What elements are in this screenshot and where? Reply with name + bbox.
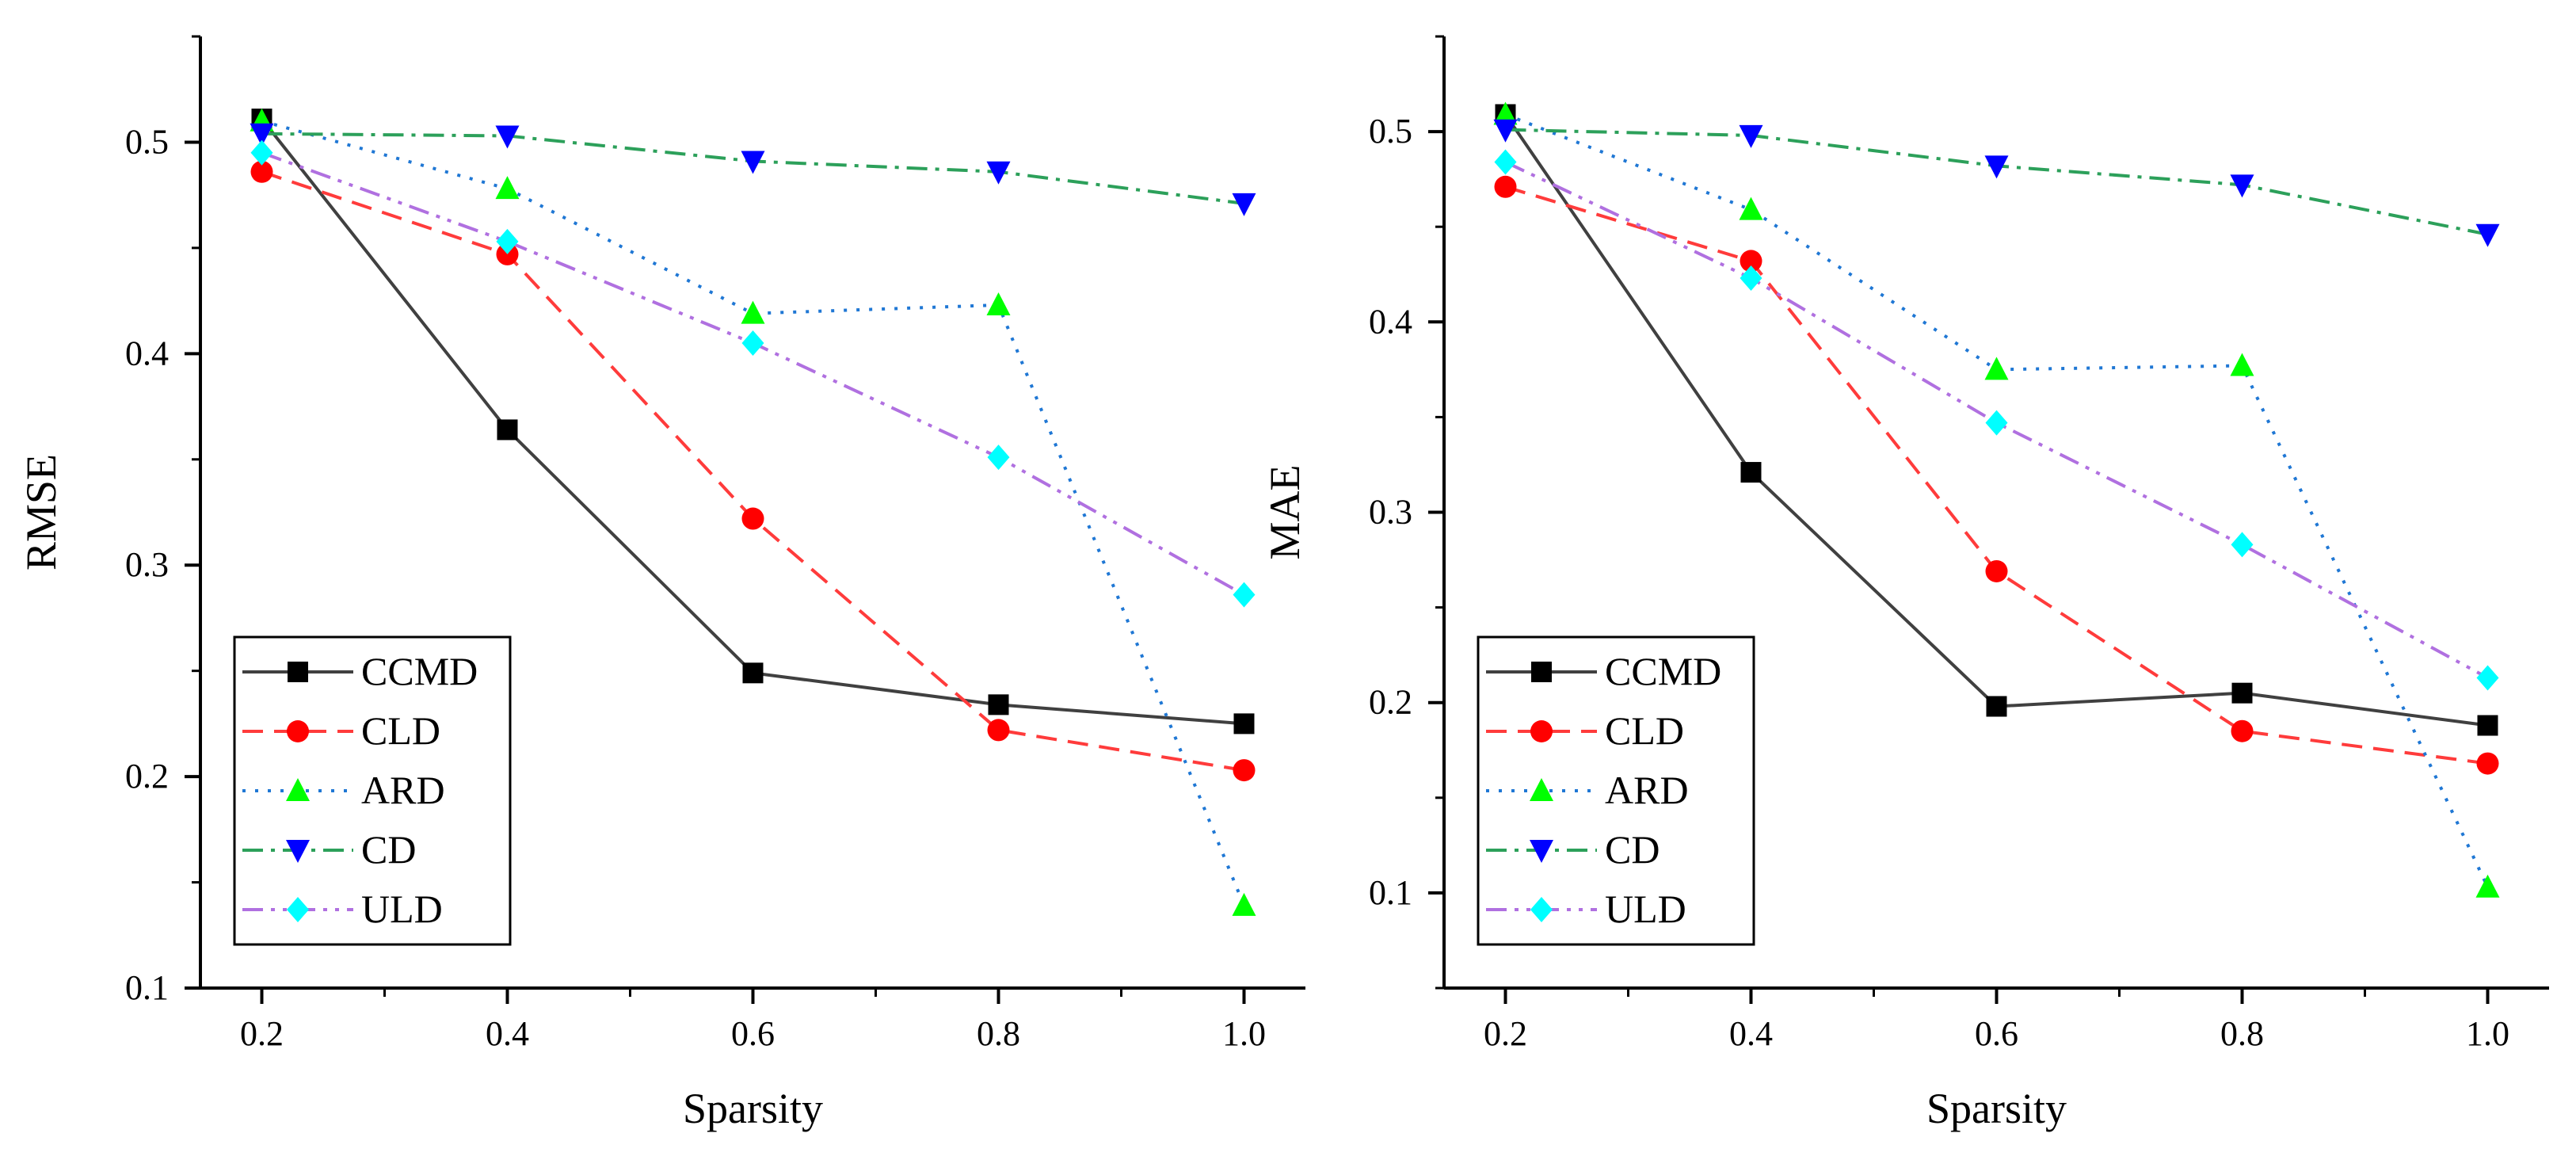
mae-cld-point: [1494, 175, 1517, 198]
mae-cld-point: [1740, 250, 1762, 273]
rmse-ard-point: [986, 292, 1011, 315]
rmse-cd-point: [741, 151, 765, 174]
mae-ccmd-point: [1740, 462, 1762, 483]
mae-y-tick-label: 0.1: [1369, 873, 1412, 912]
rmse-x-tick-label: 0.6: [731, 1014, 775, 1053]
rmse-legend-uld-marker: [287, 897, 309, 922]
rmse-legend-cld-marker: [287, 720, 309, 742]
mae-y-tick-label: 0.4: [1369, 302, 1412, 341]
mae-uld-point: [2231, 532, 2254, 558]
mae-uld-point: [1494, 149, 1517, 175]
mae-cd-point: [1739, 124, 1763, 148]
mae-x-tick-label: 0.2: [1484, 1014, 1527, 1053]
mae-ard-point: [1739, 197, 1763, 220]
mae-cld-point: [2476, 752, 2499, 775]
rmse-legend-cd-marker: [286, 840, 310, 863]
mae-ard-point: [1984, 357, 2009, 380]
mae-cd-point: [1493, 119, 1518, 143]
mae-y-tick-label: 0.2: [1369, 683, 1412, 722]
rmse-cd-point: [250, 123, 274, 147]
mae-ard-point: [1493, 101, 1518, 125]
rmse-legend-ard-marker: [286, 778, 310, 801]
rmse-legend-cd-label: CD: [361, 827, 416, 872]
rmse-cd-point: [495, 125, 520, 149]
mae-legend-uld-marker: [1530, 897, 1553, 922]
mae-y-tick-label: 0.3: [1369, 493, 1412, 532]
mae-legend-cd-marker: [1530, 840, 1553, 863]
mae-legend-ard-label: ARD: [1605, 768, 1689, 812]
rmse-x-tick-label: 0.8: [977, 1014, 1020, 1053]
mae-chart-panel: 0.1 0.2 0.3 0.4 0.5 0.2 0.4 0.6 0.8 1.0 Sparsity MA…: [1261, 35, 2549, 1132]
mae-ard-point: [2230, 353, 2254, 376]
mae-x-tick-label: 1.0: [2466, 1014, 2509, 1053]
rmse-ccmd-point: [1233, 713, 1255, 735]
mae-uld-point: [2476, 665, 2499, 691]
rmse-y-tick-label: 0.1: [125, 968, 169, 1007]
rmse-y-tick-label: 0.5: [125, 122, 169, 161]
rmse-ccmd-point: [988, 694, 1009, 715]
rmse-ccmd-point: [497, 419, 518, 441]
rmse-y-tick-label: 0.3: [125, 545, 169, 584]
mae-x-tick-label: 0.6: [1975, 1014, 2018, 1053]
mae-cld-point: [1985, 559, 2008, 582]
mae-ccmd-point: [2231, 682, 2253, 704]
mae-uld-point: [1740, 265, 1762, 292]
mae-cd-point: [2475, 223, 2500, 247]
rmse-legend-cld-label: CLD: [361, 708, 440, 753]
mae-uld-point: [1985, 410, 2008, 436]
rmse-cld-point: [987, 719, 1010, 742]
mae-x-tick-label: 0.4: [1729, 1014, 1773, 1053]
rmse-legend-ccmd-label: CCMD: [361, 649, 478, 693]
rmse-legend-uld-label: ULD: [361, 887, 443, 931]
mae-cd-point: [1984, 155, 2009, 179]
rmse-cld-point: [1233, 759, 1256, 782]
mae-legend-cld-marker: [1530, 720, 1553, 742]
mae-x-axis-title: Sparsity: [1926, 1085, 2067, 1132]
rmse-uld-point: [741, 330, 764, 356]
rmse-ard-point: [495, 176, 520, 200]
rmse-legend-ard-label: ARD: [361, 768, 445, 812]
rmse-chart-panel: 0.1 0.2 0.3 0.4 0.5 0.2 0.4 0.6 0.8 1.0 Sparsity RM…: [17, 35, 1305, 1132]
mae-legend-cld-label: CLD: [1605, 708, 1684, 753]
mae-ccmd-point: [2477, 715, 2498, 736]
rmse-cd-point: [1232, 193, 1256, 216]
rmse-ard-point: [1232, 892, 1256, 916]
rmse-cld-point: [741, 507, 764, 530]
rmse-y-axis-title: RMSE: [17, 454, 65, 570]
rmse-uld-point: [250, 139, 273, 166]
rmse-y-tick-label: 0.4: [125, 334, 169, 372]
rmse-cld-point: [250, 160, 273, 183]
mae-legend-ard-marker: [1530, 778, 1553, 801]
mae-y-axis-title: MAE: [1261, 465, 1309, 560]
rmse-ard-point: [741, 300, 765, 324]
mae-cld-point: [2231, 719, 2254, 742]
mae-y-tick-label: 0.5: [1369, 112, 1412, 151]
mae-legend-ccmd-label: CCMD: [1605, 649, 1721, 693]
mae-ccmd-point: [1986, 696, 2007, 717]
mae-ard-point: [2475, 874, 2500, 898]
rmse-x-axis-title: Sparsity: [683, 1085, 823, 1132]
rmse-uld-point: [496, 228, 519, 254]
rmse-x-tick-label: 0.2: [240, 1014, 284, 1053]
mae-x-tick-label: 0.8: [2220, 1014, 2264, 1053]
rmse-cd-point: [986, 161, 1011, 185]
rmse-uld-point: [1233, 582, 1256, 608]
rmse-cld-point: [496, 242, 519, 265]
rmse-y-tick-label: 0.2: [125, 757, 169, 796]
rmse-x-tick-label: 0.4: [486, 1014, 529, 1053]
rmse-legend-ccmd-marker: [288, 662, 308, 682]
rmse-ccmd-point: [742, 662, 764, 684]
mae-cd-point: [2230, 174, 2254, 198]
mae-legend-uld-label: ULD: [1605, 887, 1686, 931]
mae-legend-ccmd-marker: [1531, 662, 1552, 682]
mae-legend-cd-label: CD: [1605, 827, 1660, 872]
rmse-uld-point: [987, 445, 1010, 471]
rmse-x-tick-label: 1.0: [1222, 1014, 1266, 1053]
